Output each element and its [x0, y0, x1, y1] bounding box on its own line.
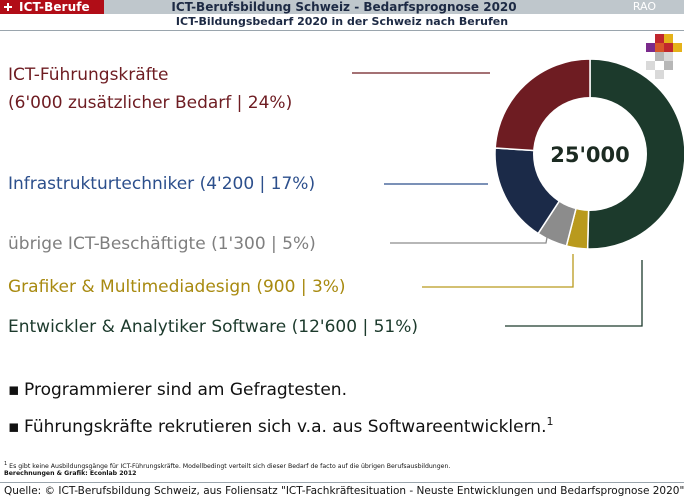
legend-entwickler: Entwickler & Analytiker Software (12'600… — [8, 317, 419, 337]
page-title: ICT-Berufsbildung Schweiz - Bedarfsprogn… — [171, 0, 517, 14]
bullet-icon: ▪ — [8, 380, 20, 400]
header-bar — [0, 0, 684, 14]
header-tag: RAO — [632, 0, 656, 13]
divider — [0, 30, 684, 31]
source-line: Quelle: © ICT-Berufsbildung Schweiz, aus… — [4, 485, 684, 497]
divider — [0, 482, 684, 483]
connector-grafik — [422, 254, 574, 288]
footnote-text: Es gibt keine Ausbildungsgänge für ICT-F… — [9, 463, 451, 471]
footnote: 1 Es gibt keine Ausbildungsgänge für ICT… — [4, 460, 450, 471]
legend-fuehrung-line1: ICT-Führungskräfte — [8, 65, 169, 85]
donut-center-label: 25'000 — [550, 143, 630, 167]
donut-hole — [533, 97, 647, 211]
chart-title: ICT-Bildungsbedarf 2020 in der Schweiz n… — [175, 15, 509, 28]
donut-chart: 25'000 — [352, 58, 684, 327]
connector-uebrige — [390, 231, 549, 244]
footnote-ref: 1 — [546, 415, 554, 428]
connector-entwickler — [505, 260, 643, 327]
bullet-icon: ▪ — [8, 417, 20, 437]
bullet-text: Führungskräfte rekrutieren sich v.a. aus… — [24, 417, 547, 437]
brand-badge: ICT-Berufe — [0, 0, 104, 14]
legend-fuehrung-line2: (6'000 zusätzlicher Bedarf | 24%) — [8, 93, 293, 113]
credit-line: Berechnungen & Grafik: Econlab 2012 — [4, 470, 137, 477]
brand-name: ICT-Berufe — [19, 0, 90, 14]
footnote-mark: 1 — [4, 461, 8, 467]
logo-mosaic-icon — [646, 34, 682, 82]
bullet-item: ▪ Führungskräfte rekrutieren sich v.a. au… — [8, 411, 553, 438]
legend-infrastruktur: Infrastrukturtechniker (4'200 | 17%) — [8, 174, 316, 194]
bullet-text: Programmierer sind am Gefragtesten. — [24, 380, 347, 400]
bullet-item: ▪ Programmierer sind am Gefragtesten. — [8, 379, 347, 401]
swiss-flag-icon — [3, 2, 13, 12]
legend-uebrige: übrige ICT-Beschäftigte (1'300 | 5%) — [8, 234, 316, 254]
legend-grafik: Grafiker & Multimediadesign (900 | 3%) — [8, 277, 346, 297]
